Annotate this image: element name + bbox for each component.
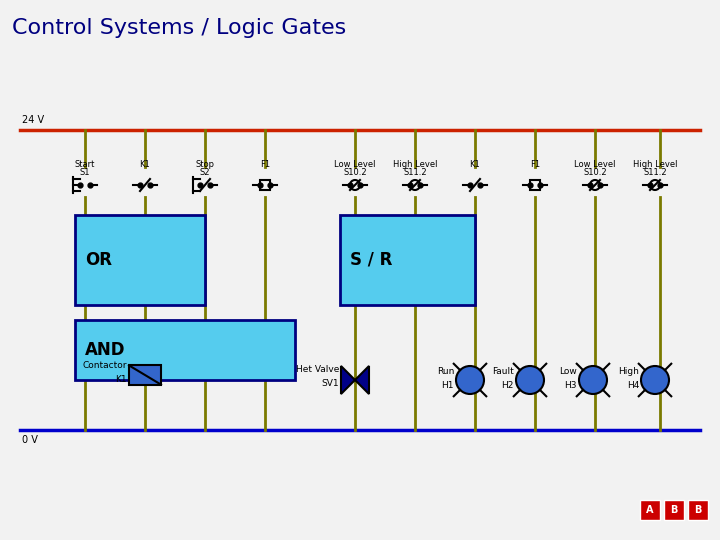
Circle shape <box>641 366 669 394</box>
Circle shape <box>516 366 544 394</box>
Text: Start: Start <box>75 160 95 169</box>
Text: S10.2: S10.2 <box>583 168 607 177</box>
Text: Low Level: Low Level <box>334 160 376 169</box>
Text: OR: OR <box>85 251 112 269</box>
Text: Low: Low <box>559 368 577 376</box>
Text: S / R: S / R <box>350 251 392 269</box>
Text: S10.2: S10.2 <box>343 168 366 177</box>
Text: Control Systems / Logic Gates: Control Systems / Logic Gates <box>12 18 346 38</box>
Polygon shape <box>355 366 369 394</box>
Text: H4: H4 <box>626 381 639 390</box>
Text: High: High <box>618 368 639 376</box>
Text: S2: S2 <box>199 168 210 177</box>
Bar <box>75 320 295 380</box>
Text: H1: H1 <box>441 381 454 390</box>
Circle shape <box>456 366 484 394</box>
Text: K1: K1 <box>469 160 480 169</box>
Text: B: B <box>670 505 678 515</box>
Text: S11.2: S11.2 <box>403 168 427 177</box>
Bar <box>260 180 270 190</box>
Text: A: A <box>647 505 654 515</box>
Bar <box>129 366 161 384</box>
Text: 0 V: 0 V <box>22 435 38 445</box>
Bar <box>640 500 660 520</box>
Text: F1: F1 <box>260 160 270 169</box>
Text: K1: K1 <box>140 160 150 169</box>
Text: 24 V: 24 V <box>22 115 44 125</box>
Bar <box>340 215 475 305</box>
Text: High Level: High Level <box>633 160 678 169</box>
Text: SV1: SV1 <box>321 380 339 388</box>
Text: Low Level: Low Level <box>575 160 616 169</box>
Text: Het Valve: Het Valve <box>296 366 339 375</box>
Text: B: B <box>694 505 702 515</box>
Text: H3: H3 <box>564 381 577 390</box>
Text: Fault: Fault <box>492 368 514 376</box>
Text: Contactor: Contactor <box>83 361 127 369</box>
Circle shape <box>579 366 607 394</box>
Text: High Level: High Level <box>392 160 437 169</box>
Text: F1: F1 <box>530 160 540 169</box>
Text: Run: Run <box>436 368 454 376</box>
Text: Stop: Stop <box>196 160 215 169</box>
Bar <box>688 500 708 520</box>
Text: K1: K1 <box>115 375 127 383</box>
Bar <box>664 500 684 520</box>
Text: S1: S1 <box>80 168 90 177</box>
Text: AND: AND <box>85 341 125 359</box>
Bar <box>75 215 205 305</box>
Text: H2: H2 <box>502 381 514 390</box>
Polygon shape <box>341 366 355 394</box>
Text: S11.2: S11.2 <box>643 168 667 177</box>
Bar <box>530 180 540 190</box>
